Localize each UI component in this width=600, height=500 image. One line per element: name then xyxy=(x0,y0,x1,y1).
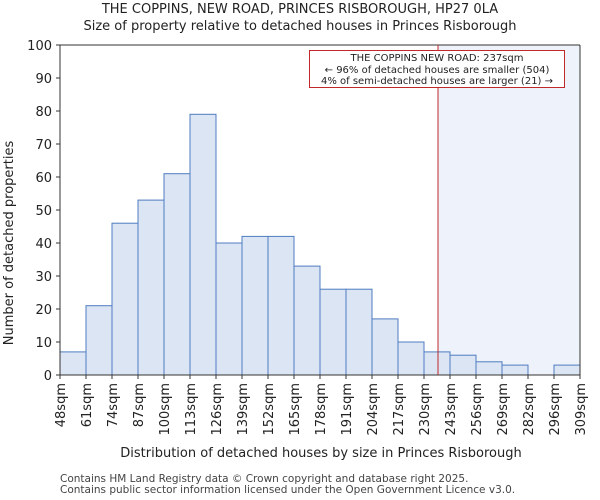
histogram-bar xyxy=(345,288,373,376)
histogram-bar xyxy=(371,318,399,376)
y-tick-label: 20 xyxy=(35,303,52,318)
x-tick-label: 243sqm xyxy=(444,383,459,436)
annotation-line-3: 4% of semi-detached houses are larger (2… xyxy=(320,76,554,87)
shaded-region xyxy=(438,45,580,375)
annotation-line-1: THE COPPINS NEW ROAD: 237sqm xyxy=(350,53,524,64)
x-tick-label: 230sqm xyxy=(418,383,433,436)
histogram-bar xyxy=(59,351,87,376)
y-tick-label: 0 xyxy=(44,369,52,384)
x-tick-label: 296sqm xyxy=(548,383,563,436)
x-tick-label: 139sqm xyxy=(236,383,251,436)
x-tick-label: 165sqm xyxy=(288,383,303,436)
x-tick-label: 61sqm xyxy=(80,383,95,427)
y-tick-label: 40 xyxy=(35,237,52,252)
histogram-bar xyxy=(163,173,191,376)
footer-line-1: Contains HM Land Registry data © Crown c… xyxy=(60,473,469,485)
y-axis-label: Number of detached properties xyxy=(2,141,17,346)
histogram-bar xyxy=(215,242,243,376)
x-tick-label: 178sqm xyxy=(314,383,329,436)
marker-annotation: THE COPPINS NEW ROAD: 237sqm ← 96% of de… xyxy=(309,50,565,88)
annotation-line-2: ← 96% of detached houses are smaller (50… xyxy=(324,64,550,76)
x-tick-label: 74sqm xyxy=(106,383,121,427)
x-tick-label: 191sqm xyxy=(340,383,355,436)
histogram-bar xyxy=(111,222,139,376)
y-tick-label: 50 xyxy=(35,204,52,219)
y-tick-label: 60 xyxy=(35,171,52,186)
y-tick-label: 70 xyxy=(35,138,52,153)
histogram-bar xyxy=(397,341,425,376)
x-tick-label: 87sqm xyxy=(132,383,147,427)
histogram-bar xyxy=(423,351,451,376)
y-tick-label: 90 xyxy=(35,72,52,87)
chart-subtitle: Size of property relative to detached ho… xyxy=(83,19,517,34)
x-tick-label: 217sqm xyxy=(392,383,407,436)
x-tick-label: 152sqm xyxy=(262,383,277,436)
histogram-bar xyxy=(189,113,217,376)
histogram-bar xyxy=(267,235,295,376)
histogram-bar xyxy=(241,235,269,376)
x-tick-label: 309sqm xyxy=(574,383,589,436)
y-tick-label: 10 xyxy=(35,336,52,351)
histogram-bar xyxy=(293,265,321,376)
x-tick-label: 282sqm xyxy=(522,383,537,436)
x-tick-label: 113sqm xyxy=(184,383,199,436)
histogram-bar xyxy=(475,361,503,376)
y-tick-label: 100 xyxy=(27,39,52,54)
histogram-bar xyxy=(85,305,113,376)
histogram-bar xyxy=(449,354,477,376)
y-tick-label: 80 xyxy=(35,105,52,120)
footer-line-2: Contains public sector information licen… xyxy=(60,484,516,496)
x-tick-label: 126sqm xyxy=(210,383,225,436)
histogram-bar xyxy=(137,199,165,376)
x-axis-label: Distribution of detached houses by size … xyxy=(120,446,521,461)
x-tick-label: 256sqm xyxy=(470,383,485,436)
y-tick-label: 30 xyxy=(35,270,52,285)
x-tick-label: 269sqm xyxy=(496,383,511,436)
x-tick-label: 48sqm xyxy=(54,383,69,427)
histogram-bar xyxy=(553,364,581,376)
x-tick-label: 204sqm xyxy=(366,383,381,436)
histogram-bar xyxy=(501,364,529,376)
chart-title: THE COPPINS, NEW ROAD, PRINCES RISBOROUG… xyxy=(101,2,499,17)
x-tick-label: 100sqm xyxy=(158,383,173,436)
histogram-bar xyxy=(319,288,347,376)
